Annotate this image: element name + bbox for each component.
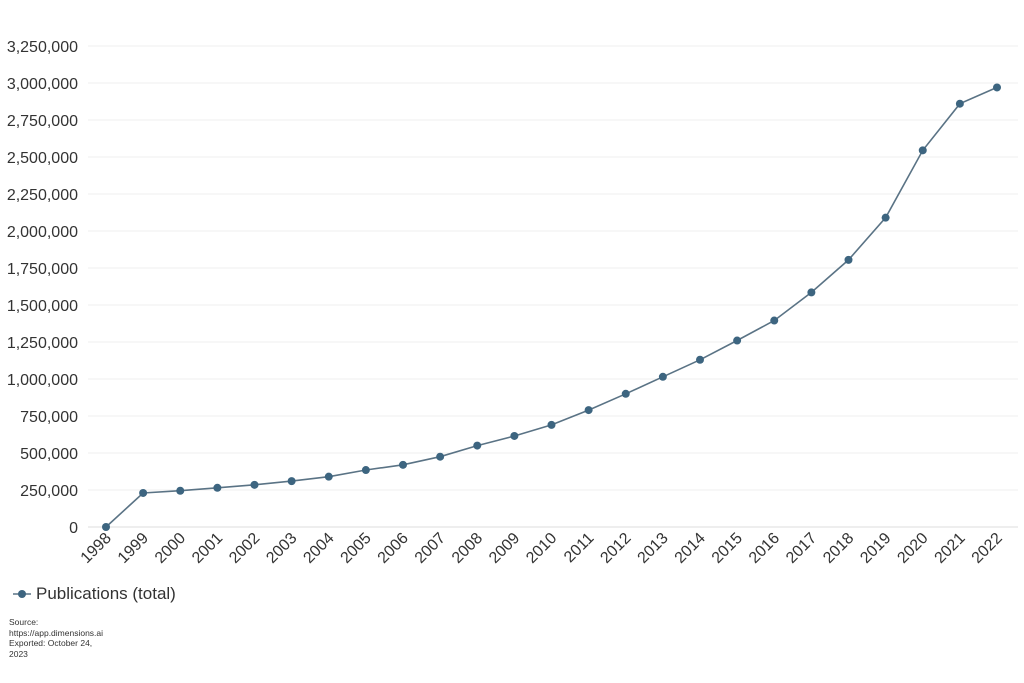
y-axis-labels: 0 250,000 500,000 750,000 1,000,000 1,250,000…: [7, 39, 78, 537]
data-point[interactable]: [399, 460, 407, 469]
x-tick-label: 2017: [783, 530, 820, 567]
data-point[interactable]: [918, 146, 927, 155]
legend[interactable]: Publications (total): [12, 584, 176, 604]
data-point[interactable]: [287, 477, 296, 486]
data-point[interactable]: [324, 472, 333, 481]
x-tick-label: 1998: [78, 530, 115, 567]
x-tick-label: 2011: [561, 530, 597, 566]
x-tick-label: 2001: [189, 530, 226, 567]
x-tick-label: 2013: [635, 530, 672, 567]
x-tick-label: 2016: [746, 530, 783, 567]
y-tick-label: 1,250,000: [7, 335, 78, 352]
source-note: Source: https://app.dimensions.ai Export…: [9, 617, 119, 659]
y-tick-label: 2,000,000: [7, 224, 78, 241]
x-tick-label: 2009: [486, 530, 523, 567]
y-tick-label: 250,000: [20, 483, 78, 500]
y-tick-label: 2,250,000: [7, 187, 78, 204]
x-tick-label: 2002: [226, 530, 263, 567]
y-tick-label: 1,750,000: [7, 261, 78, 278]
source-url: https://app.dimensions.ai: [9, 627, 104, 638]
export-year: 2023: [9, 648, 28, 659]
x-tick-label: 2022: [969, 530, 1006, 567]
data-point[interactable]: [584, 406, 593, 415]
x-tick-label: 2005: [338, 530, 375, 567]
y-tick-label: 1,500,000: [7, 298, 78, 315]
export-date: Exported: October 24,: [9, 638, 93, 648]
x-tick-label: 2014: [672, 530, 709, 567]
series-points: [102, 83, 1001, 531]
x-tick-label: 2008: [449, 530, 486, 567]
x-tick-label: 2019: [857, 530, 894, 567]
x-tick-label: 2010: [523, 530, 560, 567]
data-point[interactable]: [770, 316, 779, 325]
legend-marker-icon: [13, 590, 31, 598]
data-point[interactable]: [993, 83, 1001, 92]
data-point[interactable]: [547, 420, 556, 429]
data-point[interactable]: [436, 452, 445, 461]
x-tick-label: 2007: [412, 530, 449, 567]
x-tick-label: 2006: [375, 530, 412, 567]
y-tick-label: 2,500,000: [7, 150, 78, 167]
line-chart: 0 250,000 500,000 750,000 1,000,000 1,250,000…: [7, 39, 1018, 567]
data-point[interactable]: [621, 389, 630, 398]
data-point[interactable]: [696, 355, 704, 364]
y-tick-label: 1,000,000: [7, 372, 78, 389]
x-tick-label: 2020: [894, 530, 931, 567]
x-tick-label: 2000: [152, 530, 189, 567]
data-point[interactable]: [102, 523, 110, 531]
data-point[interactable]: [139, 488, 148, 497]
x-tick-label: 2003: [263, 530, 300, 567]
data-point[interactable]: [361, 466, 370, 475]
source-label: Source:: [9, 617, 39, 627]
x-tick-label: 2012: [597, 530, 634, 567]
y-tick-label: 0: [69, 520, 78, 537]
y-tick-label: 750,000: [20, 409, 78, 426]
data-point[interactable]: [213, 483, 222, 492]
data-point[interactable]: [176, 486, 185, 495]
y-tick-label: 3,250,000: [7, 39, 78, 56]
y-tick-label: 3,000,000: [7, 76, 78, 93]
x-tick-label: 1999: [115, 530, 152, 567]
gridlines: [88, 45, 1018, 528]
legend-label: Publications (total): [36, 584, 176, 603]
data-point[interactable]: [250, 480, 259, 489]
data-point[interactable]: [881, 213, 890, 222]
data-point[interactable]: [658, 372, 667, 381]
data-point[interactable]: [510, 431, 519, 440]
x-axis-labels: 1998 1999 2000 2001 2002 2003 2004 2005 2006 2007…: [78, 530, 1006, 567]
y-tick-label: 500,000: [20, 446, 78, 463]
data-point[interactable]: [807, 288, 816, 297]
x-tick-label: 2021: [932, 530, 969, 567]
x-tick-label: 2004: [300, 530, 337, 567]
x-tick-label: 2018: [820, 530, 857, 567]
data-point[interactable]: [733, 336, 742, 345]
series-line: [105, 86, 998, 528]
data-point[interactable]: [473, 441, 482, 450]
x-tick-label: 2015: [709, 530, 746, 567]
data-point[interactable]: [844, 255, 853, 264]
data-point[interactable]: [955, 99, 964, 108]
y-tick-label: 2,750,000: [7, 113, 78, 130]
